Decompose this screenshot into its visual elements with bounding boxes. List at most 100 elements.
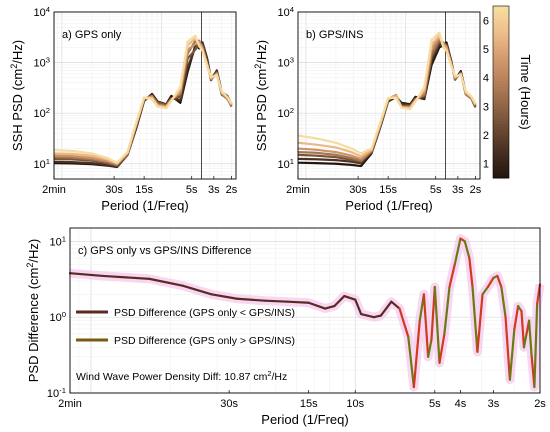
colorbar-segment bbox=[493, 23, 509, 27]
colorbar-segment bbox=[493, 94, 509, 99]
colorbar-tick-label: 2 bbox=[483, 130, 489, 142]
x-tick-label: 2s bbox=[226, 184, 238, 196]
difference-segment bbox=[522, 332, 528, 349]
x-tick-label: 2min bbox=[286, 184, 310, 196]
difference-segment bbox=[500, 285, 507, 319]
colorbar-segment bbox=[493, 157, 509, 162]
difference-segment bbox=[286, 300, 310, 304]
colorbar-segment bbox=[493, 103, 509, 107]
colorbar-tick-label: 3 bbox=[483, 101, 489, 113]
difference-segment bbox=[536, 283, 542, 305]
colorbar-segment bbox=[493, 54, 509, 59]
colorbar-segment bbox=[493, 89, 509, 93]
difference-segment bbox=[453, 237, 462, 266]
panel-label: c) GPS only vs GPS/INS Difference bbox=[78, 245, 251, 257]
x-tick-label: 5s bbox=[430, 184, 442, 196]
difference-segment bbox=[181, 284, 213, 296]
x-axis-label: Period (1/Freq) bbox=[101, 198, 188, 213]
colorbar-segment bbox=[493, 57, 509, 61]
colorbar-segment bbox=[493, 31, 509, 36]
colorbar-tick-label: 4 bbox=[483, 73, 489, 85]
difference-segment bbox=[471, 285, 479, 353]
colorbar-segment bbox=[493, 83, 509, 87]
series-line bbox=[297, 34, 477, 158]
colorbar-segment bbox=[493, 63, 509, 67]
x-axis-label: Period (1/Freq) bbox=[345, 198, 432, 213]
colorbar-tick-label: 5 bbox=[483, 44, 489, 56]
colorbar-segment bbox=[493, 14, 509, 18]
difference-segment bbox=[430, 285, 436, 342]
colorbar-segment bbox=[493, 77, 509, 82]
colorbar-segment bbox=[493, 175, 509, 179]
difference-segment bbox=[476, 293, 484, 353]
y-tick-label: 101 bbox=[49, 234, 66, 249]
colorbar-segment bbox=[493, 40, 509, 44]
x-tick-label: 2s bbox=[470, 184, 482, 196]
colorbar-segment bbox=[493, 34, 509, 39]
difference-segment bbox=[533, 302, 539, 389]
colorbar-segment bbox=[493, 17, 509, 21]
time-colorbar: 1 2 3 4 5 6 Time (Hours) bbox=[483, 5, 533, 179]
colorbar-segment bbox=[493, 92, 509, 96]
colorbar-segment bbox=[493, 146, 509, 150]
difference-segment bbox=[513, 304, 520, 331]
colorbar-segment bbox=[493, 28, 509, 33]
x-tick-label: 15s bbox=[135, 184, 153, 196]
colorbar-segment bbox=[493, 123, 509, 127]
colorbar-segment bbox=[493, 155, 509, 159]
colorbar-segment bbox=[493, 163, 509, 168]
difference-segment bbox=[390, 300, 401, 310]
y-tick-label: 101 bbox=[277, 156, 294, 171]
panel-label: b) GPS/INS bbox=[306, 29, 363, 41]
difference-segment bbox=[379, 300, 393, 317]
plot-frame bbox=[297, 11, 481, 180]
colorbar-segment bbox=[493, 169, 509, 173]
y-tick-label: 102 bbox=[277, 106, 294, 121]
x-tick-label: 3s bbox=[208, 184, 220, 196]
colorbar-label: Time (Hours) bbox=[518, 54, 533, 129]
difference-segment bbox=[486, 276, 495, 289]
y-tick-label: 101 bbox=[33, 156, 50, 171]
difference-segment bbox=[407, 335, 415, 389]
y-tick-label: 10-1 bbox=[47, 386, 66, 401]
x-axis-label: Period (1/Freq) bbox=[261, 412, 348, 427]
legend-label: PSD Difference (GPS only < GPS/INS) bbox=[114, 307, 295, 319]
colorbar-segment bbox=[493, 140, 509, 145]
colorbar-segment bbox=[493, 106, 509, 110]
difference-segment bbox=[360, 312, 376, 319]
difference-segment bbox=[427, 338, 433, 358]
difference-segment bbox=[210, 293, 239, 300]
difference-segment bbox=[148, 277, 184, 287]
series-line bbox=[53, 34, 233, 164]
plot-frame bbox=[53, 11, 237, 180]
colorbar-segment bbox=[493, 71, 509, 76]
colorbar-segment bbox=[493, 109, 509, 113]
y-axis-label: SSH PSD (cm2/Hz) bbox=[9, 40, 25, 151]
colorbar-segment bbox=[493, 86, 509, 90]
difference-segment bbox=[333, 294, 346, 308]
colorbar-segment bbox=[493, 97, 509, 102]
colorbar-segment bbox=[493, 160, 509, 165]
difference-segment bbox=[324, 304, 336, 310]
colorbar-segment bbox=[493, 46, 509, 50]
difference-segment bbox=[101, 274, 151, 280]
difference-segment bbox=[481, 285, 489, 296]
difference-segment bbox=[496, 274, 503, 289]
colorbar-segment bbox=[493, 43, 509, 47]
series-b bbox=[297, 31, 477, 168]
colorbar-segment bbox=[493, 6, 509, 10]
panel-c-chart: 2min 30s 15s 10s 5s 4s 3s 2s 10-1 100 101 Period (1… bbox=[25, 227, 546, 427]
difference-segment bbox=[520, 310, 526, 349]
colorbar-segment bbox=[493, 66, 509, 70]
difference-segment bbox=[343, 294, 357, 301]
colorbar-segment bbox=[493, 166, 509, 170]
difference-segment bbox=[307, 301, 327, 310]
difference-segment bbox=[443, 285, 451, 336]
x-tick-label: 10s bbox=[346, 398, 364, 410]
y-tick-label: 103 bbox=[277, 55, 294, 70]
plot-frame bbox=[69, 227, 541, 394]
difference-segment bbox=[354, 298, 363, 316]
annotation-text: Wind Wave Power Density Diff: 10.87 cm2/… bbox=[76, 369, 287, 384]
difference-segment bbox=[433, 285, 441, 364]
